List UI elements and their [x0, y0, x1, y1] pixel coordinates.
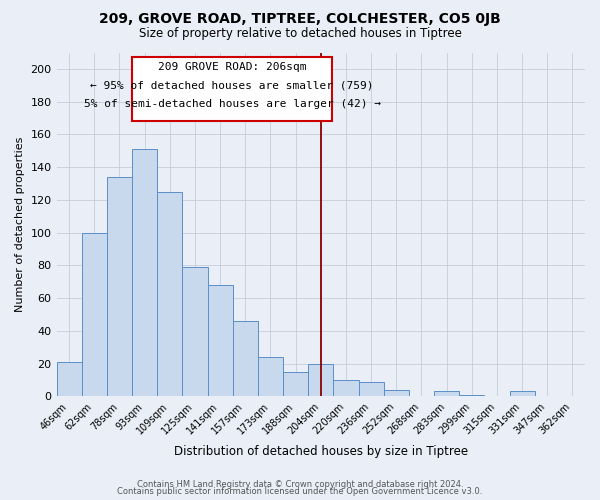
- Bar: [383, 390, 409, 396]
- Text: ← 95% of detached houses are smaller (759): ← 95% of detached houses are smaller (75…: [91, 80, 374, 90]
- Text: Size of property relative to detached houses in Tiptree: Size of property relative to detached ho…: [139, 28, 461, 40]
- Bar: [56, 362, 82, 396]
- Bar: [132, 149, 157, 396]
- Bar: [157, 192, 182, 396]
- Bar: [258, 357, 283, 397]
- Bar: [107, 177, 132, 396]
- Y-axis label: Number of detached properties: Number of detached properties: [15, 136, 25, 312]
- Bar: [334, 380, 359, 396]
- Bar: [182, 267, 208, 396]
- Bar: [283, 372, 308, 396]
- Bar: [359, 382, 383, 396]
- Text: Contains HM Land Registry data © Crown copyright and database right 2024.: Contains HM Land Registry data © Crown c…: [137, 480, 463, 489]
- Bar: [208, 285, 233, 397]
- Text: 5% of semi-detached houses are larger (42) →: 5% of semi-detached houses are larger (4…: [83, 99, 380, 109]
- Bar: [233, 321, 258, 396]
- X-axis label: Distribution of detached houses by size in Tiptree: Distribution of detached houses by size …: [174, 444, 468, 458]
- Text: Contains public sector information licensed under the Open Government Licence v3: Contains public sector information licen…: [118, 487, 482, 496]
- Bar: [459, 394, 484, 396]
- Text: 209, GROVE ROAD, TIPTREE, COLCHESTER, CO5 0JB: 209, GROVE ROAD, TIPTREE, COLCHESTER, CO…: [99, 12, 501, 26]
- Bar: [434, 392, 459, 396]
- Text: 209 GROVE ROAD: 206sqm: 209 GROVE ROAD: 206sqm: [158, 62, 307, 72]
- FancyBboxPatch shape: [132, 58, 332, 122]
- Bar: [509, 392, 535, 396]
- Bar: [308, 364, 334, 396]
- Bar: [82, 232, 107, 396]
